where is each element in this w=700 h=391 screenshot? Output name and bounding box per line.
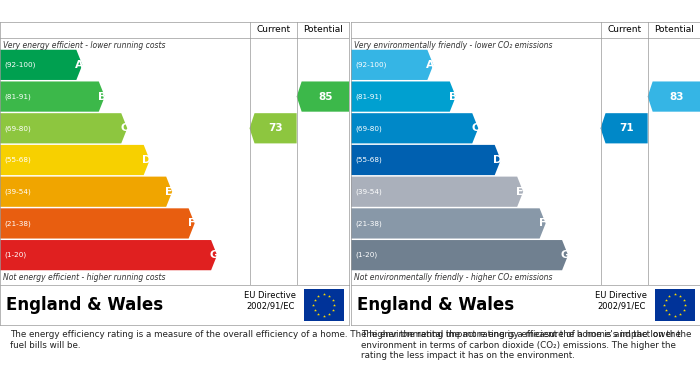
Polygon shape (351, 50, 433, 80)
Text: 73: 73 (268, 123, 283, 133)
Text: (69-80): (69-80) (355, 125, 382, 131)
Polygon shape (351, 240, 568, 270)
Text: E: E (165, 187, 173, 197)
Text: C: C (471, 123, 480, 133)
Polygon shape (0, 240, 217, 270)
Text: Not energy efficient - higher running costs: Not energy efficient - higher running co… (3, 273, 165, 282)
Polygon shape (0, 50, 83, 80)
Text: (21-38): (21-38) (355, 220, 382, 227)
Polygon shape (0, 145, 150, 175)
Text: (39-54): (39-54) (4, 188, 31, 195)
Text: (92-100): (92-100) (4, 62, 36, 68)
Text: (55-68): (55-68) (355, 157, 382, 163)
Text: Very environmentally friendly - lower CO₂ emissions: Very environmentally friendly - lower CO… (354, 41, 552, 50)
Polygon shape (249, 113, 297, 143)
Text: 85: 85 (318, 91, 332, 102)
Text: England & Wales: England & Wales (6, 296, 163, 314)
Text: F: F (188, 219, 195, 228)
Text: (81-91): (81-91) (355, 93, 382, 100)
Bar (304, 289, 344, 321)
Text: C: C (120, 123, 128, 133)
Polygon shape (351, 208, 545, 239)
Text: (39-54): (39-54) (355, 188, 382, 195)
Polygon shape (351, 145, 500, 175)
Polygon shape (601, 113, 648, 143)
Text: EU Directive
2002/91/EC: EU Directive 2002/91/EC (595, 291, 648, 311)
Polygon shape (0, 208, 195, 239)
Text: (1-20): (1-20) (355, 252, 377, 258)
Text: Current: Current (607, 25, 641, 34)
Polygon shape (0, 81, 105, 112)
Text: (92-100): (92-100) (355, 62, 386, 68)
Text: B: B (449, 91, 457, 102)
Polygon shape (297, 81, 349, 112)
Text: Environmental Impact (CO₂) Rating: Environmental Impact (CO₂) Rating (358, 5, 590, 18)
Text: (21-38): (21-38) (4, 220, 31, 227)
Text: A: A (75, 60, 84, 70)
Text: Not environmentally friendly - higher CO₂ emissions: Not environmentally friendly - higher CO… (354, 273, 552, 282)
Text: (1-20): (1-20) (4, 252, 26, 258)
Text: E: E (517, 187, 524, 197)
Text: Potential: Potential (303, 25, 343, 34)
Text: (81-91): (81-91) (4, 93, 31, 100)
Text: 83: 83 (669, 91, 684, 102)
Text: Very energy efficient - lower running costs: Very energy efficient - lower running co… (3, 41, 165, 50)
Text: Energy Efficiency Rating: Energy Efficiency Rating (7, 5, 169, 18)
Polygon shape (0, 177, 172, 207)
Text: A: A (426, 60, 435, 70)
Text: (69-80): (69-80) (4, 125, 31, 131)
Text: G: G (561, 250, 570, 260)
Text: Potential: Potential (654, 25, 694, 34)
Text: 71: 71 (620, 123, 634, 133)
Text: F: F (539, 219, 547, 228)
Text: The environmental impact rating is a measure of a home's impact on the environme: The environmental impact rating is a mea… (361, 330, 681, 360)
Text: D: D (142, 155, 151, 165)
Polygon shape (648, 81, 700, 112)
Polygon shape (351, 177, 523, 207)
Text: G: G (209, 250, 218, 260)
Text: (55-68): (55-68) (4, 157, 31, 163)
Polygon shape (351, 113, 478, 143)
Text: EU Directive
2002/91/EC: EU Directive 2002/91/EC (244, 291, 296, 311)
Text: The energy efficiency rating is a measure of the overall efficiency of a home. T: The energy efficiency rating is a measur… (10, 330, 692, 350)
Text: D: D (493, 155, 503, 165)
Text: Current: Current (256, 25, 290, 34)
Bar (654, 289, 695, 321)
Text: England & Wales: England & Wales (357, 296, 514, 314)
Polygon shape (0, 113, 127, 143)
Polygon shape (351, 81, 456, 112)
Text: B: B (97, 91, 106, 102)
